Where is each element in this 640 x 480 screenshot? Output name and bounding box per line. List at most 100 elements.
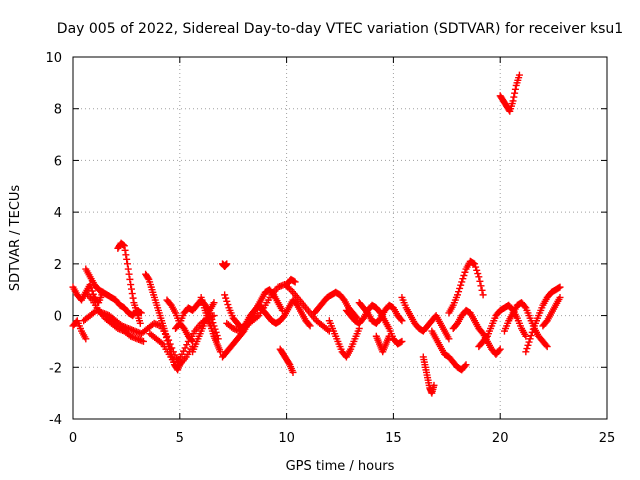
data-point bbox=[543, 343, 551, 351]
series-arc-23 bbox=[372, 332, 393, 356]
data-point bbox=[515, 71, 523, 79]
data-point bbox=[183, 341, 191, 349]
data-point bbox=[224, 301, 232, 309]
data-point bbox=[123, 255, 131, 263]
y-tick-label: 10 bbox=[45, 51, 62, 66]
data-point bbox=[455, 288, 463, 296]
data-point bbox=[121, 246, 129, 254]
series-arc-04 bbox=[82, 288, 147, 345]
data-point bbox=[129, 294, 137, 302]
data-point bbox=[120, 242, 128, 250]
data-point bbox=[127, 281, 135, 289]
data-point bbox=[126, 275, 134, 283]
data-point bbox=[144, 274, 152, 282]
data-point bbox=[479, 291, 487, 299]
series-arc-02 bbox=[69, 317, 90, 343]
y-tick-label: -2 bbox=[49, 361, 62, 376]
data-point bbox=[461, 268, 469, 276]
data-point bbox=[458, 278, 466, 286]
data-point bbox=[445, 335, 453, 343]
data-point bbox=[162, 330, 170, 338]
data-point bbox=[456, 284, 464, 292]
data-point bbox=[556, 283, 564, 291]
x-tick-label: 10 bbox=[278, 431, 295, 446]
series-arc-12 bbox=[197, 293, 224, 356]
grid bbox=[73, 57, 607, 419]
y-tick-label: 0 bbox=[54, 310, 62, 325]
data-point bbox=[210, 299, 218, 307]
data-point bbox=[161, 327, 169, 335]
series-arc-26 bbox=[428, 327, 470, 374]
y-axis-label: SDTVAR / TECUs bbox=[8, 185, 23, 292]
data-point bbox=[188, 336, 196, 344]
data-point bbox=[398, 337, 406, 345]
series-arc-31 bbox=[500, 299, 551, 351]
data-point bbox=[526, 335, 534, 343]
data-point bbox=[521, 303, 529, 311]
series-arc-32 bbox=[522, 283, 564, 356]
data-point bbox=[459, 275, 467, 283]
data-point bbox=[306, 322, 314, 330]
series-arc-20 bbox=[325, 317, 363, 361]
data-point bbox=[474, 270, 482, 278]
data-point bbox=[475, 273, 483, 281]
y-tick-label: -4 bbox=[49, 413, 62, 428]
data-point bbox=[221, 291, 229, 299]
data-point bbox=[524, 341, 532, 349]
data-point bbox=[180, 347, 188, 355]
x-tick-label: 15 bbox=[385, 431, 402, 446]
data-point bbox=[285, 284, 293, 292]
data-point bbox=[124, 265, 132, 273]
chart-title: Day 005 of 2022, Sidereal Day-to-day VTE… bbox=[57, 21, 623, 37]
data-point bbox=[178, 350, 186, 358]
data-point bbox=[476, 277, 484, 285]
data-point bbox=[482, 334, 490, 342]
data-point bbox=[88, 287, 96, 295]
data-point bbox=[457, 281, 465, 289]
series-arc-05 bbox=[82, 265, 145, 320]
series-arc-25 bbox=[419, 353, 438, 397]
data-point bbox=[125, 270, 133, 278]
data-point bbox=[82, 335, 90, 343]
series-arc-30 bbox=[496, 71, 523, 115]
axis-ticks: 0 5 10 15 20 25 -4 -2 0 2 4 6 8 10 bbox=[45, 51, 615, 446]
data-point bbox=[253, 313, 261, 321]
data-point bbox=[511, 89, 519, 97]
data-point bbox=[529, 325, 537, 333]
data-point bbox=[542, 341, 550, 349]
series-arc-33 bbox=[539, 293, 564, 330]
plot-frame bbox=[72, 56, 608, 420]
data-point bbox=[385, 332, 393, 340]
series-arc-07 bbox=[142, 270, 185, 374]
series-arc-13 bbox=[219, 260, 231, 270]
data-point bbox=[511, 85, 519, 93]
data-point bbox=[324, 326, 332, 334]
series-arc-27 bbox=[445, 257, 487, 317]
x-tick-label: 5 bbox=[176, 431, 184, 446]
data-point bbox=[397, 315, 405, 323]
x-axis-label: GPS time / hours bbox=[286, 459, 395, 474]
data-point bbox=[163, 337, 171, 345]
data-point bbox=[495, 346, 503, 354]
data-point bbox=[291, 278, 299, 286]
data-point bbox=[477, 282, 485, 290]
data-point bbox=[398, 317, 406, 325]
data-point bbox=[527, 332, 535, 340]
data-point bbox=[509, 97, 517, 105]
data-point bbox=[305, 321, 313, 329]
data-point bbox=[430, 381, 438, 389]
data-point bbox=[528, 328, 536, 336]
y-tick-label: 4 bbox=[54, 206, 62, 221]
data-point bbox=[510, 93, 518, 101]
y-tick-label: 6 bbox=[54, 154, 62, 169]
data-point bbox=[123, 260, 131, 268]
series-arc-29 bbox=[475, 301, 530, 351]
data-points bbox=[69, 71, 564, 397]
data-point bbox=[472, 263, 480, 271]
series-arc-17 bbox=[276, 345, 297, 376]
y-tick-label: 8 bbox=[54, 103, 62, 118]
data-point bbox=[522, 348, 530, 356]
series-arc-09 bbox=[163, 296, 197, 345]
data-point bbox=[462, 361, 470, 369]
series-arc-22 bbox=[355, 299, 406, 327]
